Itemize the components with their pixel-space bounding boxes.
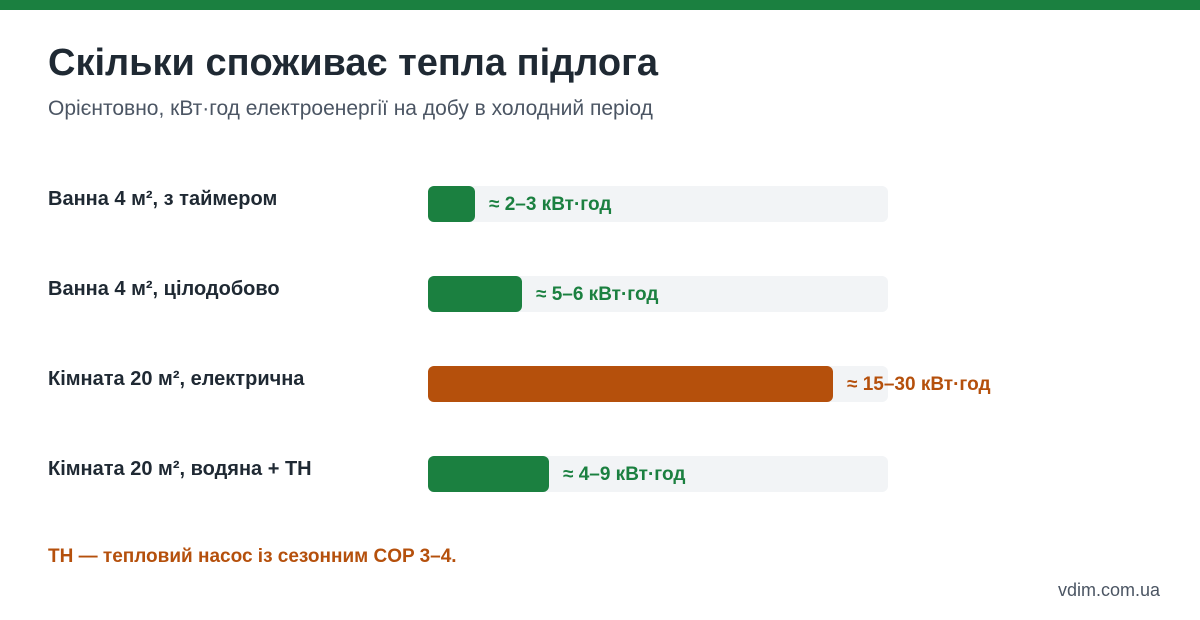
top-accent-bar <box>0 0 1200 10</box>
value-label: ≈ 15–30 кВт·год <box>847 374 991 395</box>
bar <box>428 456 549 492</box>
chart-subtitle: Орієнтовно, кВт·год електроенергії на до… <box>48 97 653 120</box>
source-link[interactable]: vdim.com.ua <box>1057 580 1160 600</box>
bar <box>428 276 522 312</box>
bar-track <box>428 186 888 222</box>
category-label: Кімната 20 м², водяна + ТН <box>48 458 312 480</box>
category-label: Ванна 4 м², цілодобово <box>48 278 280 300</box>
bar <box>428 366 833 402</box>
chart-title: Скільки споживає тепла підлога <box>48 42 659 84</box>
value-label: ≈ 5–6 кВт·год <box>536 284 659 305</box>
bar-row: Кімната 20 м², водяна + ТН ≈ 4–9 кВт·год <box>0 456 1200 492</box>
bar-row: Кімната 20 м², електрична ≈ 15–30 кВт·год <box>0 366 1200 402</box>
value-label: ≈ 4–9 кВт·год <box>563 464 686 485</box>
bar-row: Ванна 4 м², з таймером ≈ 2–3 кВт·год <box>0 186 1200 222</box>
value-label: ≈ 2–3 кВт·год <box>489 194 612 215</box>
bar <box>428 186 475 222</box>
footnote: ТН — тепловий насос із сезонним COP 3–4. <box>48 546 457 567</box>
bar-row: Ванна 4 м², цілодобово ≈ 5–6 кВт·год <box>0 276 1200 312</box>
category-label: Ванна 4 м², з таймером <box>48 188 278 210</box>
category-label: Кімната 20 м², електрична <box>48 368 305 390</box>
